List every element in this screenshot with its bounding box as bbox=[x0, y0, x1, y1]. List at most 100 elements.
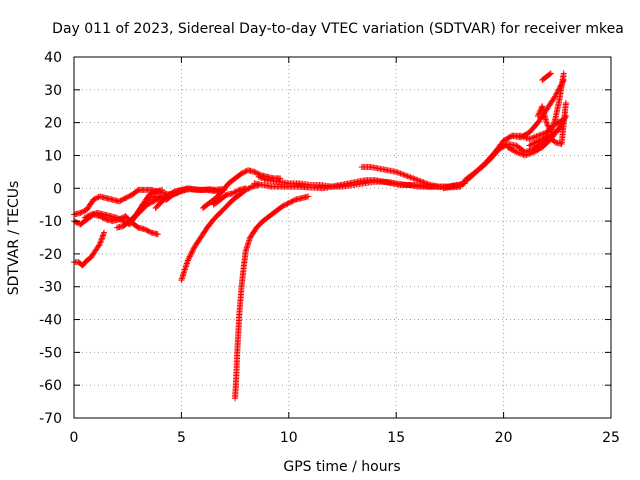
data-point bbox=[260, 175, 267, 182]
data-point bbox=[77, 209, 84, 216]
data-point bbox=[536, 137, 543, 144]
series-arc-11 bbox=[232, 193, 312, 402]
data-point bbox=[530, 140, 537, 147]
data-point bbox=[100, 231, 107, 238]
data-point bbox=[231, 189, 238, 196]
data-point bbox=[123, 194, 130, 201]
axis-ticks: 0 5 10 15 20 25 -70 -60 -50 -40 -30 -20 -10 0 10 20 30 40 bbox=[39, 50, 620, 446]
y-tick-label: -20 bbox=[39, 247, 62, 263]
data-point bbox=[84, 213, 91, 220]
data-point bbox=[416, 177, 423, 184]
data-point bbox=[421, 179, 428, 186]
data-point bbox=[113, 214, 120, 221]
data-point bbox=[547, 70, 554, 77]
data-point bbox=[522, 152, 529, 159]
data-point bbox=[393, 168, 400, 175]
x-tick-label: 25 bbox=[602, 430, 620, 446]
data-point bbox=[526, 150, 533, 157]
data-point bbox=[188, 250, 195, 257]
data-point bbox=[147, 199, 154, 206]
data-point bbox=[530, 134, 537, 141]
data-point bbox=[305, 193, 312, 200]
data-point bbox=[426, 181, 433, 188]
data-point bbox=[512, 148, 519, 155]
data-point bbox=[531, 139, 538, 146]
data-point bbox=[290, 197, 297, 204]
data-point bbox=[122, 195, 129, 202]
data-point bbox=[540, 135, 547, 142]
data-point bbox=[242, 185, 249, 192]
data-point bbox=[147, 228, 154, 235]
data-point bbox=[514, 149, 521, 156]
data-point bbox=[398, 171, 405, 178]
data-point bbox=[247, 184, 254, 191]
y-tick-label: 20 bbox=[44, 116, 62, 132]
data-point bbox=[281, 202, 288, 209]
data-point bbox=[526, 142, 533, 149]
data-point bbox=[534, 113, 541, 120]
data-point bbox=[536, 110, 543, 117]
data-point bbox=[96, 241, 103, 248]
grid bbox=[74, 57, 611, 418]
data-point bbox=[125, 193, 132, 200]
data-point bbox=[185, 256, 192, 263]
data-point bbox=[516, 150, 523, 157]
data-point bbox=[98, 235, 105, 242]
data-point bbox=[539, 136, 546, 143]
y-tick-label: 10 bbox=[44, 148, 62, 164]
data-point bbox=[519, 151, 526, 158]
data-point bbox=[165, 191, 172, 198]
x-tick-label: 10 bbox=[280, 430, 298, 446]
data-point bbox=[97, 239, 104, 246]
data-point bbox=[233, 188, 240, 195]
data-point bbox=[241, 169, 248, 176]
y-tick-label: -10 bbox=[39, 214, 62, 230]
data-point bbox=[166, 191, 173, 198]
data-point bbox=[404, 173, 411, 180]
data-point bbox=[169, 189, 176, 196]
data-point bbox=[159, 186, 166, 193]
data-point bbox=[99, 233, 106, 240]
data-point bbox=[527, 141, 534, 148]
data-point bbox=[560, 70, 567, 77]
data-point bbox=[251, 168, 258, 175]
data-point bbox=[187, 252, 194, 259]
data-point bbox=[546, 71, 553, 78]
series-arc-20 bbox=[539, 70, 554, 83]
data-point bbox=[397, 170, 404, 177]
series-arc-19 bbox=[534, 70, 567, 136]
data-point bbox=[153, 197, 160, 204]
data-point bbox=[394, 169, 401, 176]
data-point bbox=[407, 174, 414, 181]
y-tick-label: 0 bbox=[53, 181, 62, 197]
data-point bbox=[145, 228, 152, 235]
data-point bbox=[239, 169, 246, 176]
x-tick-label: 20 bbox=[495, 430, 513, 446]
y-tick-label: -30 bbox=[39, 280, 62, 296]
x-tick-label: 5 bbox=[177, 430, 186, 446]
data-point bbox=[119, 196, 126, 203]
data-point bbox=[81, 207, 88, 214]
data-point bbox=[94, 194, 101, 201]
plot-frame bbox=[73, 56, 612, 419]
y-tick-label: 40 bbox=[44, 50, 62, 66]
data-point bbox=[168, 190, 175, 197]
data-point bbox=[401, 172, 408, 179]
data-point bbox=[261, 175, 268, 182]
data-point bbox=[83, 214, 90, 221]
data-point bbox=[279, 203, 286, 210]
data-point bbox=[149, 199, 156, 206]
data-point bbox=[527, 135, 534, 142]
data-point bbox=[532, 133, 539, 140]
data-point bbox=[118, 197, 125, 204]
x-tick-label: 15 bbox=[387, 430, 405, 446]
data-point bbox=[126, 193, 133, 200]
data-point bbox=[410, 175, 417, 182]
data-point bbox=[532, 139, 539, 146]
data-point bbox=[91, 196, 98, 203]
data-point bbox=[229, 190, 236, 197]
data-point bbox=[533, 133, 540, 140]
y-axis-label: SDTVAR / TECUs bbox=[6, 181, 22, 296]
data-point bbox=[535, 111, 542, 118]
data-point bbox=[254, 170, 261, 177]
